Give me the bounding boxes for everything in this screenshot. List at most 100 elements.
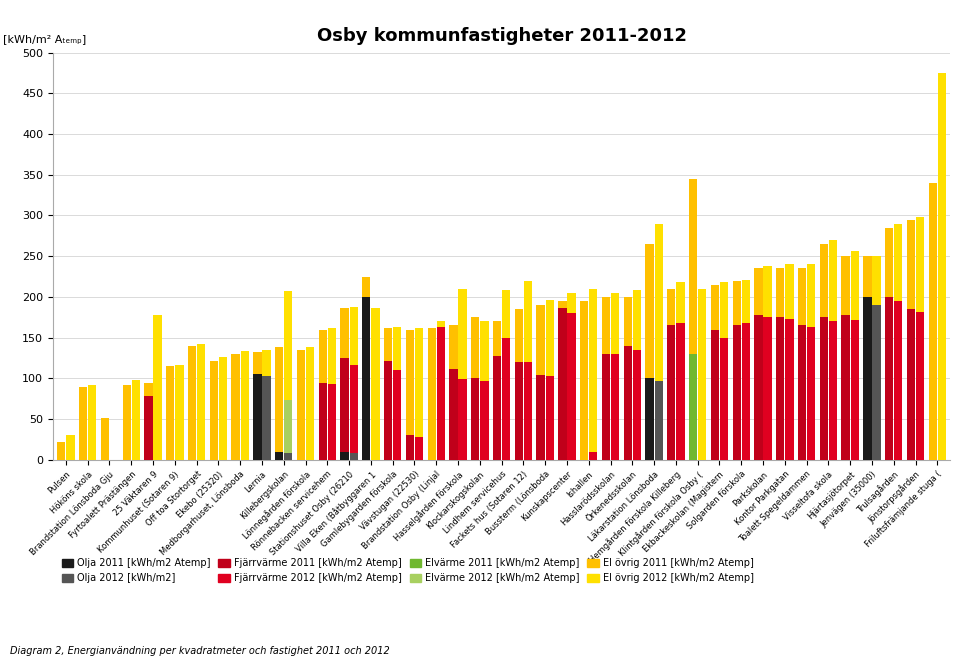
Bar [645, 378, 654, 460]
Bar [589, 289, 597, 452]
Bar [349, 307, 358, 365]
Bar [928, 183, 937, 460]
Legend: Olja 2011 [kWh/m2 Atemp], Olja 2012 [kWh/m2], Fjärrvärme 2011 [kWh/m2 Atemp], Fj: Olja 2011 [kWh/m2 Atemp], Olja 2012 [kWh… [58, 555, 757, 587]
Bar [580, 301, 588, 460]
Bar [406, 436, 414, 460]
Bar [524, 362, 532, 460]
Bar [262, 350, 271, 376]
Bar [559, 301, 566, 308]
Title: Osby kommunfastigheter 2011-2012: Osby kommunfastigheter 2011-2012 [317, 28, 686, 45]
Bar [645, 244, 654, 378]
Bar [755, 269, 762, 315]
Bar [894, 223, 902, 301]
Bar [253, 352, 261, 374]
Bar [502, 290, 511, 338]
Bar [384, 328, 393, 361]
Bar [742, 323, 750, 460]
Bar [427, 328, 436, 460]
Bar [241, 351, 249, 460]
Bar [275, 452, 283, 460]
Bar [123, 385, 131, 460]
Bar [732, 325, 741, 460]
Bar [88, 385, 96, 460]
Bar [537, 375, 544, 460]
Bar [863, 297, 872, 460]
Bar [384, 361, 393, 460]
Bar [154, 315, 161, 460]
Bar [567, 313, 576, 460]
Bar [742, 280, 750, 323]
Bar [828, 321, 837, 460]
Bar [885, 297, 894, 460]
Bar [710, 284, 719, 330]
Bar [79, 386, 87, 460]
Bar [655, 225, 662, 381]
Bar [66, 436, 75, 460]
Bar [275, 348, 283, 452]
Bar [567, 293, 576, 313]
Bar [197, 344, 205, 460]
Bar [362, 277, 371, 297]
Bar [624, 297, 632, 346]
Bar [894, 301, 902, 460]
Bar [406, 330, 414, 436]
Bar [341, 358, 348, 452]
Bar [907, 219, 915, 309]
Bar [319, 382, 326, 460]
Bar [820, 317, 828, 460]
Bar [611, 354, 619, 460]
Bar [667, 289, 676, 325]
Bar [144, 396, 153, 460]
Text: [kWh/m² Aₜₑₘₚ]: [kWh/m² Aₜₑₘₚ] [4, 34, 86, 45]
Bar [559, 308, 566, 460]
Bar [602, 297, 611, 354]
Bar [459, 289, 467, 379]
Bar [58, 442, 65, 460]
Bar [624, 346, 632, 460]
Bar [437, 321, 444, 327]
Bar [689, 354, 697, 460]
Bar [297, 350, 305, 460]
Bar [349, 365, 358, 453]
Bar [710, 330, 719, 460]
Bar [284, 400, 293, 453]
Bar [284, 291, 293, 400]
Bar [449, 325, 458, 369]
Bar [166, 366, 175, 460]
Bar [231, 354, 240, 460]
Bar [763, 266, 772, 317]
Bar [633, 350, 641, 460]
Bar [667, 325, 676, 460]
Bar [785, 319, 794, 460]
Bar [480, 321, 489, 381]
Bar [720, 283, 729, 338]
Bar [372, 308, 379, 460]
Bar [755, 315, 762, 460]
Bar [393, 327, 401, 371]
Bar [807, 327, 815, 460]
Bar [415, 437, 423, 460]
Bar [655, 381, 662, 460]
Bar [938, 73, 946, 460]
Bar [415, 328, 423, 437]
Bar [262, 376, 271, 460]
Bar [798, 269, 806, 325]
Bar [471, 317, 479, 378]
Bar [785, 264, 794, 319]
Bar [524, 281, 532, 362]
Bar [689, 179, 697, 354]
Bar [253, 374, 261, 460]
Bar [720, 338, 729, 460]
Bar [327, 328, 336, 384]
Text: Diagram 2, Energianvändning per kvadratmeter och fastighet 2011 och 2012: Diagram 2, Energianvändning per kvadratm… [10, 646, 390, 656]
Bar [341, 307, 348, 358]
Bar [851, 252, 859, 320]
Bar [732, 281, 741, 325]
Bar [132, 380, 140, 460]
Bar [916, 217, 924, 311]
Bar [842, 256, 850, 315]
Bar [633, 290, 641, 350]
Bar [545, 376, 554, 460]
Bar [763, 317, 772, 460]
Bar [284, 453, 293, 460]
